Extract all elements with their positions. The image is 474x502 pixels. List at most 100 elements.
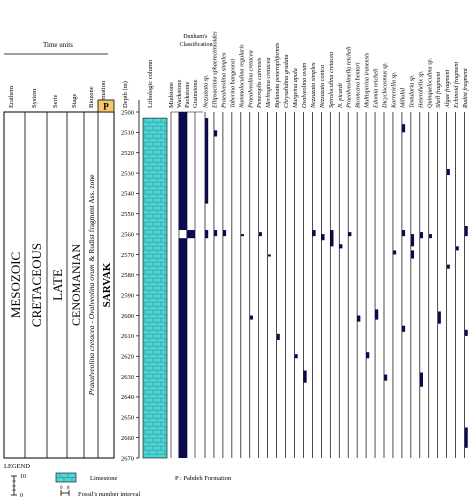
occurrence-bar bbox=[312, 230, 316, 237]
occurrence-bar bbox=[401, 325, 406, 332]
occurrence-bar bbox=[249, 315, 253, 320]
fossil-label: Rudist fragment bbox=[462, 68, 469, 109]
dunham-title-line1: Dunham's bbox=[183, 34, 208, 40]
dunham-title-line2: Classification bbox=[180, 41, 213, 48]
fossil-label: Dicyclocosmus sp. bbox=[382, 62, 389, 109]
depth-ticks: 2500 2510 2520 2530 2540 2550 2560 2570 2580 2590… bbox=[121, 109, 139, 462]
depth-tick-label: 2590 bbox=[121, 292, 134, 299]
depth-tick-label: 2530 bbox=[121, 170, 134, 177]
fossil-label: Biconcava bentori bbox=[355, 62, 362, 108]
legend-limestone-pattern bbox=[56, 473, 76, 482]
depth-tick-label: 2640 bbox=[121, 394, 134, 401]
svg-text:8: 8 bbox=[67, 486, 70, 491]
depth-tick-label: 2500 bbox=[121, 109, 134, 116]
occurrence-bar bbox=[464, 427, 468, 448]
dunham-texture-label: Packstone bbox=[184, 82, 191, 108]
legend-scale bbox=[11, 475, 17, 496]
fossil-label: Ovalveolina ovum bbox=[301, 62, 308, 108]
biozone-rest: & Rudist fragment Ass. zone bbox=[87, 174, 96, 262]
occurrence-bar bbox=[294, 354, 298, 359]
biozone-header: Biozone bbox=[88, 86, 95, 108]
fossil-label: Peneroplis cairensis bbox=[256, 57, 263, 109]
occurrence-bar bbox=[401, 124, 406, 133]
serie-header: Serie bbox=[52, 95, 59, 108]
depth-tick-label: 2580 bbox=[121, 272, 134, 279]
occurrence-bar bbox=[348, 232, 352, 237]
occurrence-bar bbox=[321, 234, 325, 241]
fossil-label: Heterohelix sp. bbox=[417, 70, 424, 109]
dunham-texture-labels: Mudstone Wackstone Packstone Grainstone bbox=[168, 79, 199, 108]
fossil-label: Karreriella sp. bbox=[390, 71, 397, 109]
occurrence-bar bbox=[375, 309, 379, 320]
svg-text:0: 0 bbox=[60, 486, 63, 491]
dunham-profile-segment bbox=[178, 238, 187, 458]
occurrence-bar bbox=[258, 232, 262, 237]
serie-value: LATE bbox=[50, 269, 65, 301]
occurrence-bar bbox=[410, 234, 415, 247]
legend-pabdeh-label: P : Pabdeh Formation bbox=[175, 475, 232, 482]
occurrence-bar bbox=[419, 372, 423, 387]
fossil-label: Miliolid bbox=[399, 87, 406, 109]
depth-tick-label: 2540 bbox=[121, 191, 134, 198]
fossil-label: Praealveolinella reicheli bbox=[346, 46, 353, 109]
depth-tick-label: 2630 bbox=[121, 374, 134, 381]
occurrence-bar bbox=[205, 230, 209, 239]
occurrence-bar bbox=[437, 311, 441, 324]
fossil-label: Chrysalidina gradata bbox=[283, 55, 290, 108]
fossil-label: Merlingina cretacea bbox=[265, 58, 272, 109]
fossil-label: Praealveolina simplex bbox=[220, 52, 227, 109]
occurrence-bar bbox=[213, 130, 218, 137]
lithologic-header: Lithologic column bbox=[147, 59, 154, 108]
depth-header: Depth (m) bbox=[122, 81, 129, 108]
fossil-label: Echinoid fragment bbox=[453, 61, 460, 109]
stage-value: CENOMANIAN bbox=[69, 244, 83, 326]
occurrence-bar bbox=[464, 329, 468, 336]
fossil-label: Praealveolina cretacea bbox=[247, 50, 254, 109]
formation-p: P bbox=[103, 102, 109, 112]
occurrence-bar bbox=[303, 370, 307, 383]
occurrence-bar bbox=[339, 244, 343, 249]
fossil-label: Murgeina apula bbox=[292, 68, 299, 109]
occurrence-bar bbox=[446, 168, 450, 176]
occurrence-bar bbox=[205, 118, 209, 204]
depth-tick-label: 2570 bbox=[121, 252, 134, 259]
fossil-label: Spiroloculina cretacea bbox=[328, 52, 335, 108]
limestone-fill bbox=[142, 117, 168, 459]
time-units-label: Time units bbox=[43, 41, 73, 49]
depth-tick-label: 2610 bbox=[121, 333, 134, 340]
legend-fossil-interval-symbol: 0 8 bbox=[60, 486, 70, 496]
biozone-italic: Praealveolina cretacea - Ovalveolina ovu… bbox=[87, 264, 96, 397]
fossil-label: Multispirina iranensis bbox=[364, 52, 371, 109]
depth-tick-label: 2600 bbox=[121, 313, 134, 320]
pabdeh-box bbox=[97, 99, 115, 113]
lithologic-column bbox=[142, 117, 168, 459]
occurrence-bar bbox=[428, 234, 432, 239]
occurrence-bar bbox=[330, 230, 334, 247]
fossil-label: N. picardi bbox=[337, 83, 344, 109]
formation-header: Formation bbox=[100, 80, 107, 108]
stage-header: Stage bbox=[71, 93, 78, 108]
system-value: CRETACEOUS bbox=[29, 243, 44, 327]
occurrence-bar bbox=[401, 230, 406, 237]
fossil-label: Nummoloculina regularis bbox=[238, 44, 245, 109]
dunham-texture-label: Wackstone bbox=[176, 80, 183, 108]
occurrence-bar bbox=[366, 352, 370, 359]
depth-tick-label: 2510 bbox=[121, 130, 134, 137]
occurrence-bar bbox=[392, 250, 397, 255]
erathem-header: Erathem bbox=[8, 86, 15, 108]
fossil-name-labels: Nezzazata sp. Ellipsactinia sphaerectinio… bbox=[203, 31, 470, 109]
dunham-title: Dunham's Classification bbox=[180, 34, 213, 48]
legend-title: LEGEND bbox=[4, 463, 30, 470]
occurrence-bar bbox=[267, 254, 271, 257]
fossil-label: Quinqueloculina sp. bbox=[426, 58, 433, 108]
occurrence-bars bbox=[178, 112, 468, 458]
occurrence-bar bbox=[240, 234, 244, 237]
depth-tick-label: 2650 bbox=[121, 415, 134, 422]
occurrence-bar bbox=[213, 230, 218, 237]
fossil-label: Shell fragment bbox=[435, 71, 442, 108]
depth-tick-label: 2550 bbox=[121, 211, 134, 218]
depth-tick-label: 2660 bbox=[121, 435, 134, 442]
dunham-profile-segment bbox=[186, 230, 195, 239]
dunham-texture-label: Mudstone bbox=[168, 82, 175, 108]
